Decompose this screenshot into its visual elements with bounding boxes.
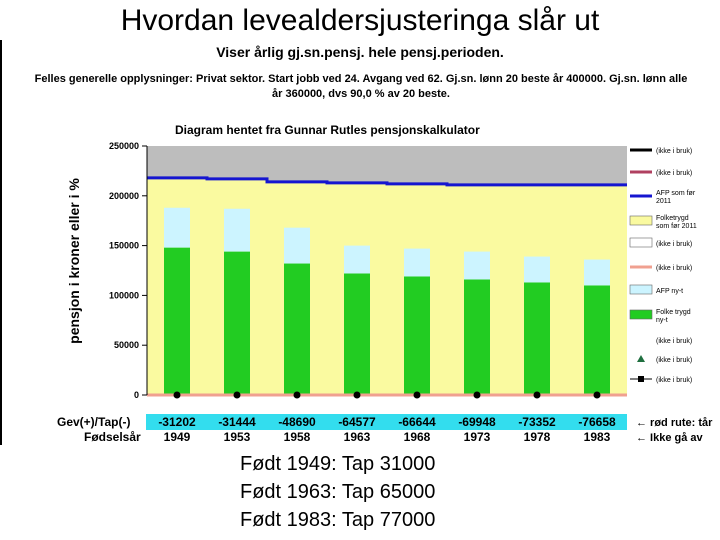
- y-tick-label: 150000: [109, 241, 139, 251]
- legend-label: AFP som før 2011: [656, 190, 696, 205]
- bar-folketrygd-ny: [524, 282, 550, 395]
- legend-label: (ikke i bruk): [656, 241, 692, 248]
- chart-subtitle: Viser årlig gj.sn.pensj. hele pensj.peri…: [216, 44, 504, 60]
- legend-swatch: [629, 215, 653, 226]
- x-tick-label: 1949: [164, 430, 191, 444]
- bar-afp-ny: [524, 256, 550, 283]
- zero-marker: [473, 391, 481, 399]
- bar-folketrygd-ny: [404, 276, 430, 395]
- bar-folketrygd-ny: [584, 285, 610, 395]
- bar-folketrygd-ny: [464, 279, 490, 395]
- gain-loss-value: -31444: [218, 415, 256, 429]
- x-tick-label: 1983: [584, 430, 611, 444]
- loss-summary: Født 1949: Tap 31000 Født 1963: Tap 6500…: [240, 450, 435, 534]
- bar-afp-ny: [464, 251, 490, 280]
- legend-swatch: [637, 355, 645, 362]
- y-tick-label: 200000: [109, 191, 139, 201]
- legend-label: (ikke i bruk): [656, 265, 692, 272]
- bar-afp-ny: [224, 208, 250, 252]
- zero-marker: [593, 391, 601, 399]
- y-tick-label: 100000: [109, 290, 139, 300]
- bar-folketrygd-ny: [344, 273, 370, 395]
- legend-label: (ikke i bruk): [656, 377, 692, 384]
- x-tick-label: 1963: [344, 430, 371, 444]
- legend-label: Folke trygd ny-t: [656, 309, 691, 324]
- bar-folketrygd-ny: [224, 251, 250, 395]
- legend-swatch: [629, 237, 653, 248]
- y-tick-label: 250000: [109, 141, 139, 151]
- x-tick-label: 1973: [464, 430, 491, 444]
- x-tick-label: 1953: [224, 430, 251, 444]
- x-tick-label: 1968: [404, 430, 431, 444]
- x-tick-label: 1978: [524, 430, 551, 444]
- gain-loss-value: -48690: [278, 415, 316, 429]
- legend-label: (ikke i bruk): [656, 357, 692, 364]
- zero-marker: [233, 391, 241, 399]
- general-info-line: Felles generelle opplysninger: Privat se…: [34, 73, 688, 85]
- area-folketrygd-for-2011: [147, 177, 627, 395]
- gain-loss-value: -64577: [338, 415, 376, 429]
- loss-summary-line: Født 1949: Tap 31000: [240, 453, 436, 475]
- y-axis-label: pensjon i kroner eller i %: [66, 178, 82, 344]
- gain-loss-value: -76658: [578, 415, 616, 429]
- legend-swatch: [638, 376, 644, 382]
- birth-year-note: ← Ikke gå av: [636, 432, 704, 444]
- y-tick-label: 0: [134, 390, 139, 400]
- birth-year-label: Fødselsår: [84, 430, 141, 444]
- zero-marker: [173, 391, 181, 399]
- loss-summary-line: Født 1963: Tap 65000: [240, 481, 436, 503]
- legend-swatch: [629, 284, 653, 295]
- gain-loss-value: -69948: [458, 415, 496, 429]
- y-tick-label: 50000: [114, 340, 139, 350]
- gain-loss-value: -31202: [158, 415, 196, 429]
- legend-swatch: [629, 309, 653, 320]
- bar-afp-ny: [284, 227, 310, 264]
- gain-loss-note: ← rød rute: tår: [636, 417, 713, 429]
- slide-title: Hvordan levealdersjusteringa slår ut: [120, 4, 600, 37]
- bar-afp-ny: [164, 207, 190, 248]
- x-tick-label: 1958: [284, 430, 311, 444]
- bar-folketrygd-ny: [164, 247, 190, 395]
- line-afp-for-2011: [147, 176, 627, 187]
- gain-loss-label: Gev(+)/Tap(-): [57, 415, 130, 429]
- legend: (ikke i bruk) (ikke i bruk) AFP som før 201…: [629, 148, 697, 384]
- bar-folketrygd-ny: [284, 263, 310, 395]
- zero-marker: [413, 391, 421, 399]
- y-axis: 0 50000 100000 150000 200000 250000: [109, 141, 148, 400]
- legend-label: (ikke i bruk): [656, 148, 692, 155]
- bar-afp-ny: [344, 245, 370, 274]
- zero-marker: [293, 391, 301, 399]
- loss-summary-line: Født 1983: Tap 77000: [240, 509, 436, 531]
- chart-title: Diagram hentet fra Gunnar Rutles pensjon…: [175, 123, 480, 137]
- legend-label: Folketrygd som før 2011: [656, 215, 697, 230]
- gain-loss-value: -73352: [518, 415, 556, 429]
- legend-label: AFP ny-t: [656, 288, 683, 295]
- general-info: Felles generelle opplysninger: Privat se…: [6, 72, 716, 102]
- legend-label: (ikke i bruk): [656, 338, 692, 345]
- gain-loss-row-bg: [146, 414, 627, 430]
- left-border: [0, 40, 2, 445]
- plot-area: [147, 146, 627, 399]
- bar-afp-ny: [404, 248, 430, 277]
- zero-marker: [533, 391, 541, 399]
- gain-loss-table: Gev(+)/Tap(-)Fødselsår -31202 -31444 -48690…: [57, 414, 713, 444]
- gain-loss-value: -66644: [398, 415, 436, 429]
- bar-afp-ny: [584, 259, 610, 286]
- legend-label: (ikke i bruk): [656, 170, 692, 177]
- zero-marker: [353, 391, 361, 399]
- general-info-line: år 360000, dvs 90,0 % av 20 beste.: [272, 88, 450, 100]
